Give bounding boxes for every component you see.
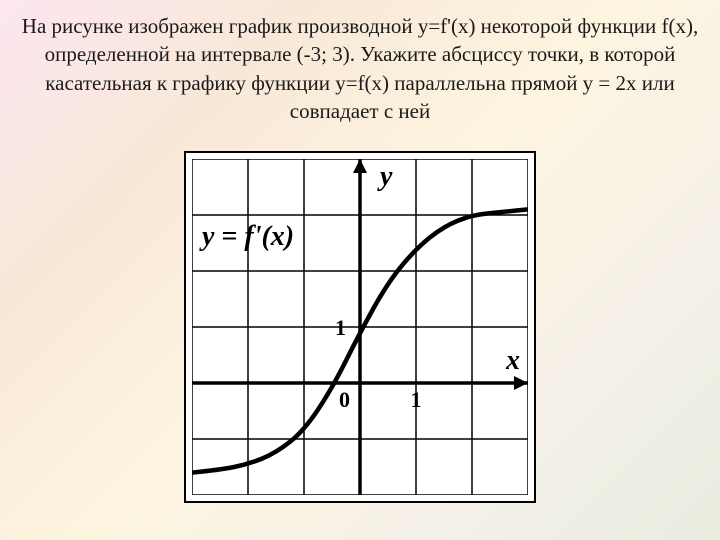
derivative-graph: 1 1 0 x y y = f'(x)	[192, 159, 528, 495]
svg-text:1: 1	[411, 387, 422, 412]
svg-text:y = f'(x): y = f'(x)	[199, 221, 294, 252]
svg-text:1: 1	[335, 315, 346, 340]
problem-statement: На рисунке изображен график производной …	[20, 12, 700, 125]
problem-text-content: На рисунке изображен график производной …	[22, 14, 698, 123]
svg-text:0: 0	[339, 387, 350, 412]
svg-text:x: x	[505, 345, 520, 376]
figure-frame: 1 1 0 x y y = f'(x)	[184, 151, 536, 503]
svg-text:y: y	[377, 161, 393, 192]
